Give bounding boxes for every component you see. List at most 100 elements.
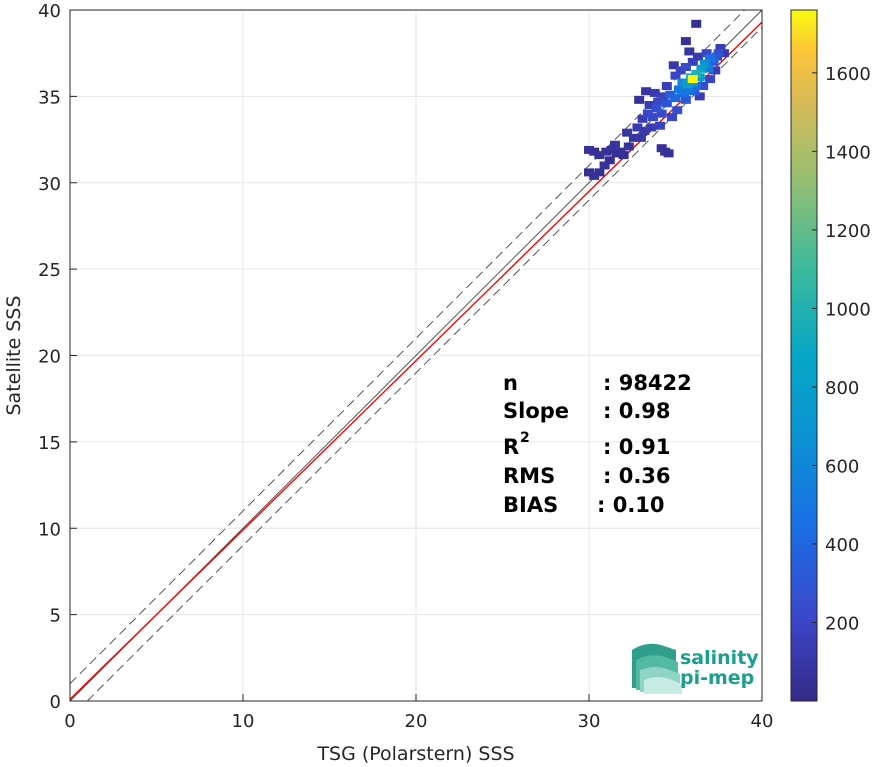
stat-n-label: n <box>503 371 518 395</box>
data-point <box>705 75 716 84</box>
logo-text-pimep: pi-mep <box>680 667 754 689</box>
y-axis-label: Satellite SSS <box>3 295 25 415</box>
data-point <box>653 97 664 106</box>
data-point <box>632 123 643 132</box>
stat-slope-label: Slope <box>503 399 569 423</box>
data-point <box>641 87 652 96</box>
data-point <box>656 109 667 118</box>
stat-r2-value: : 0.91 <box>603 435 671 459</box>
y-tick-label: 30 <box>38 174 61 195</box>
stat-bias-value: : 0.10 <box>597 493 665 517</box>
data-point <box>712 52 723 61</box>
data-point <box>649 88 660 97</box>
data-point <box>698 82 709 91</box>
data-point <box>699 59 710 68</box>
data-point <box>623 142 634 151</box>
lower-dashed-line <box>86 26 763 702</box>
data-point <box>670 71 681 80</box>
data-point <box>665 90 676 99</box>
y-tick-label: 10 <box>38 519 61 540</box>
stat-r2-superscript: 2 <box>520 430 530 446</box>
data-point <box>673 85 684 94</box>
data-point <box>718 49 729 58</box>
y-tick-label: 25 <box>38 260 61 281</box>
colorbar-ticks: 200 400 600 800 1000 1200 1400 1600 <box>812 64 871 634</box>
data-point <box>634 95 645 104</box>
stat-n-value: : 98422 <box>603 371 692 395</box>
data-point <box>601 147 612 156</box>
logo-mark-icon <box>632 643 682 694</box>
data-point <box>680 95 691 104</box>
data-point <box>648 113 659 122</box>
data-point <box>715 44 726 53</box>
colorbar-tick-label: 200 <box>825 613 859 634</box>
data-point <box>696 64 707 73</box>
data-point <box>705 54 716 63</box>
data-point <box>694 92 705 101</box>
stat-slope-value: : 0.98 <box>603 399 671 423</box>
data-point <box>677 78 688 87</box>
data-point <box>691 69 702 78</box>
data-point <box>609 140 620 149</box>
data-point <box>639 126 650 135</box>
x-tick-label: 40 <box>751 711 774 732</box>
data-point <box>692 52 703 61</box>
y-tick-label: 15 <box>38 433 61 454</box>
salinity-pimep-logo: salinity pi-mep <box>632 643 759 694</box>
data-point <box>672 106 683 115</box>
data-point <box>680 37 691 46</box>
data-point <box>679 88 690 97</box>
data-point <box>584 168 594 177</box>
data-point <box>656 144 667 153</box>
colorbar-tick-label: 1600 <box>825 64 871 85</box>
colorbar-tick-label: 1000 <box>825 299 871 320</box>
data-point <box>594 151 605 160</box>
data-point <box>594 168 605 177</box>
data-point <box>703 64 714 73</box>
reference-lines <box>69 9 763 702</box>
y-tick-label: 0 <box>50 692 61 713</box>
data-points <box>584 19 729 180</box>
data-point <box>710 66 721 75</box>
data-point <box>689 87 700 96</box>
data-point <box>628 133 639 142</box>
colorbar <box>790 9 818 702</box>
x-tick-label: 30 <box>578 711 601 732</box>
data-point <box>584 145 594 154</box>
stat-rms-value: : 0.36 <box>603 464 671 488</box>
regression-fit-line <box>69 21 763 700</box>
data-point <box>701 49 712 58</box>
x-tick-label: 0 <box>64 711 75 732</box>
data-point <box>615 147 626 156</box>
data-point <box>599 161 610 170</box>
data-point <box>658 92 669 101</box>
data-point <box>644 101 655 110</box>
upper-dashed-line <box>69 9 746 685</box>
data-point <box>682 80 693 89</box>
data-point <box>654 121 665 130</box>
colorbar-tick-label: 600 <box>825 456 859 477</box>
colorbar-tick-label: 400 <box>825 535 859 556</box>
data-point <box>589 147 600 156</box>
x-axis-label: TSG (Polarstern) SSS <box>316 743 514 765</box>
colorbar-tick-label: 1400 <box>825 142 871 163</box>
y-tick-label: 20 <box>38 347 61 368</box>
data-point <box>637 114 648 123</box>
data-point <box>684 47 695 56</box>
x-tick-label: 20 <box>405 711 428 732</box>
data-point <box>668 61 679 70</box>
data-point <box>667 113 678 122</box>
data-point <box>606 145 617 154</box>
colorbar-tick-label: 800 <box>825 378 859 399</box>
y-tick-label: 35 <box>38 87 61 108</box>
data-point <box>604 156 615 165</box>
stat-rms-label: RMS <box>503 464 555 488</box>
data-point <box>651 104 662 113</box>
data-point <box>642 109 653 118</box>
data-point <box>589 171 600 180</box>
data-point <box>670 94 681 103</box>
data-point <box>691 19 702 28</box>
y-axis: 0 5 10 15 20 25 30 35 40 <box>38 1 77 713</box>
data-point <box>680 63 691 72</box>
